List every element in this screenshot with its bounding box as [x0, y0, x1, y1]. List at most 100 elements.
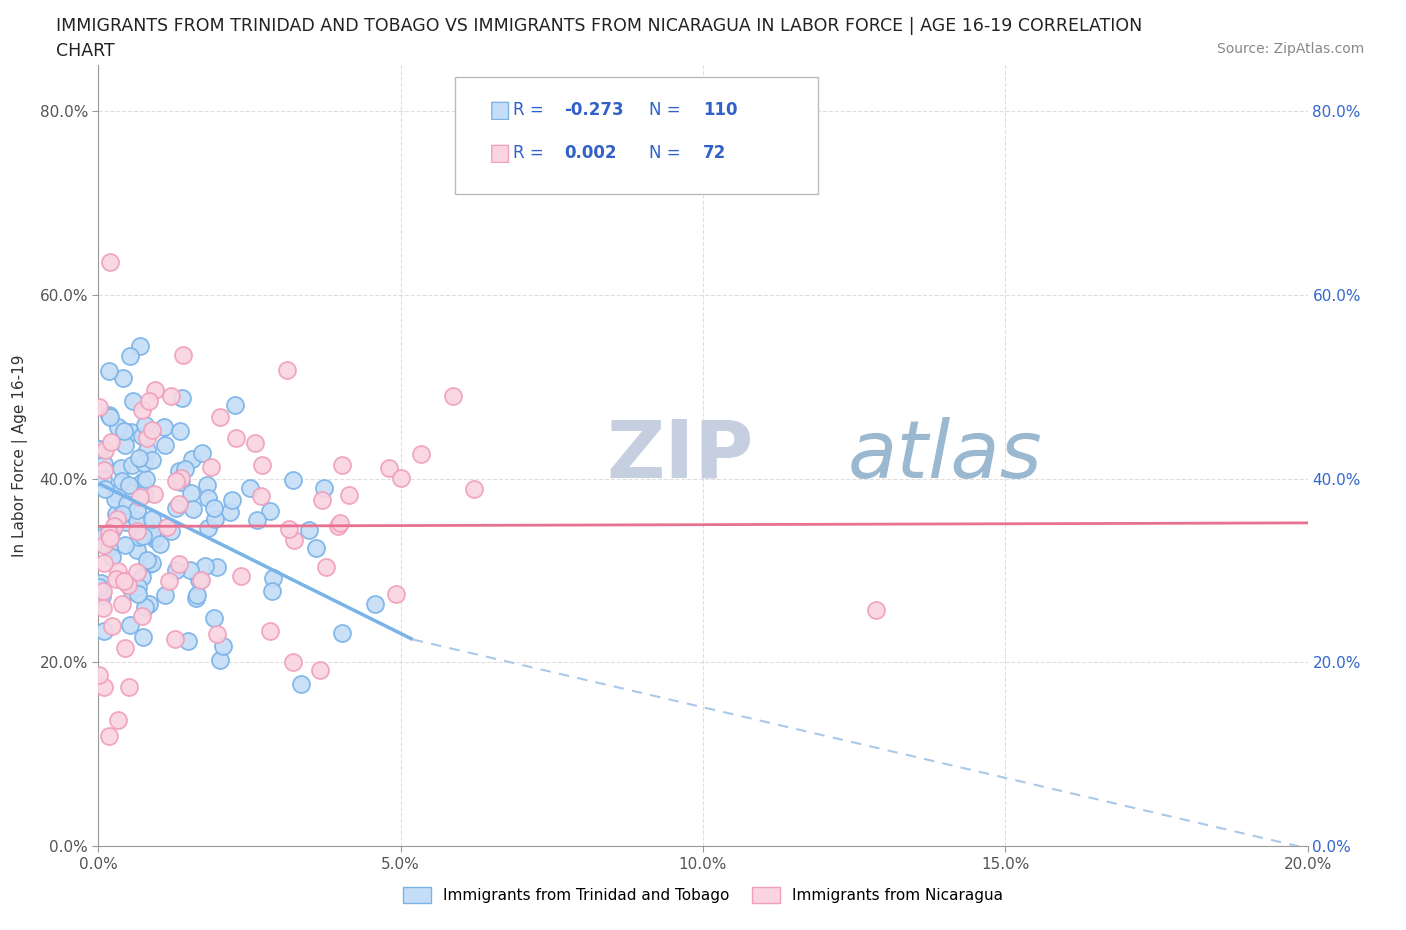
- Point: [107, 712, 129, 727]
- Point: [125, 524, 148, 538]
- Text: 0.002: 0.002: [564, 144, 616, 163]
- Point: [118, 477, 141, 492]
- Point: [172, 348, 194, 363]
- Point: [115, 497, 138, 512]
- Text: N =: N =: [648, 101, 686, 119]
- Point: [262, 583, 284, 598]
- Point: [128, 450, 150, 465]
- Point: [93, 680, 115, 695]
- Point: [212, 638, 235, 653]
- Point: [298, 523, 321, 538]
- Point: [153, 588, 176, 603]
- Point: [112, 573, 135, 588]
- Point: [143, 532, 166, 547]
- Point: [107, 564, 129, 578]
- Point: [188, 572, 211, 587]
- Point: [93, 624, 115, 639]
- Point: [125, 542, 148, 557]
- Point: [118, 618, 141, 632]
- Text: N =: N =: [648, 144, 686, 163]
- Point: [385, 586, 408, 601]
- Point: [167, 463, 190, 478]
- Point: [100, 434, 122, 449]
- Point: [132, 630, 155, 644]
- Point: [111, 473, 134, 488]
- Point: [141, 423, 163, 438]
- Point: [128, 489, 150, 504]
- Point: [117, 578, 139, 592]
- Point: [114, 538, 136, 552]
- Point: [138, 393, 160, 408]
- Point: [98, 729, 121, 744]
- Point: [156, 520, 179, 535]
- Point: [93, 457, 115, 472]
- Point: [231, 569, 253, 584]
- Point: [195, 478, 218, 493]
- Point: [197, 521, 219, 536]
- Point: [89, 668, 111, 683]
- Point: [378, 460, 401, 475]
- Point: [337, 488, 360, 503]
- Point: [114, 641, 136, 656]
- FancyBboxPatch shape: [456, 77, 818, 194]
- Point: [91, 584, 114, 599]
- Point: [98, 254, 121, 269]
- Point: [131, 403, 153, 418]
- Point: [194, 559, 217, 574]
- Point: [104, 506, 127, 521]
- Point: [87, 399, 110, 414]
- Point: [246, 512, 269, 527]
- Point: [865, 603, 887, 618]
- Point: [197, 490, 219, 505]
- Text: -0.273: -0.273: [564, 101, 624, 119]
- Point: [129, 339, 152, 353]
- Point: [441, 388, 464, 403]
- Point: [205, 559, 228, 574]
- Point: [89, 442, 111, 457]
- Text: ■: ■: [489, 141, 512, 166]
- Point: [97, 364, 120, 379]
- Point: [134, 472, 156, 486]
- Point: [134, 418, 156, 432]
- Point: [136, 443, 159, 458]
- Point: [250, 488, 273, 503]
- Point: [90, 576, 112, 591]
- Text: □: □: [489, 99, 512, 123]
- Point: [105, 571, 128, 586]
- Point: [259, 504, 281, 519]
- Point: [131, 608, 153, 623]
- Point: [94, 482, 117, 497]
- Point: [127, 502, 149, 517]
- Point: [131, 474, 153, 489]
- Y-axis label: In Labor Force | Age 16-19: In Labor Force | Age 16-19: [13, 354, 28, 557]
- Point: [180, 485, 202, 500]
- Point: [179, 563, 201, 578]
- Point: [191, 445, 214, 460]
- Point: [135, 431, 157, 445]
- Point: [111, 506, 134, 521]
- Point: [145, 529, 167, 544]
- Point: [138, 557, 160, 572]
- Point: [283, 533, 305, 548]
- Point: [131, 569, 153, 584]
- Text: IMMIGRANTS FROM TRINIDAD AND TOBAGO VS IMMIGRANTS FROM NICARAGUA IN LABOR FORCE : IMMIGRANTS FROM TRINIDAD AND TOBAGO VS I…: [56, 17, 1143, 34]
- Point: [169, 497, 191, 512]
- Point: [98, 531, 121, 546]
- Point: [170, 474, 193, 489]
- Point: [93, 462, 115, 477]
- Point: [105, 512, 128, 526]
- Point: [330, 626, 353, 641]
- Point: [308, 662, 330, 677]
- Legend: Immigrants from Trinidad and Tobago, Immigrants from Nicaragua: Immigrants from Trinidad and Tobago, Imm…: [396, 881, 1010, 909]
- Point: [221, 492, 243, 507]
- Point: [219, 505, 242, 520]
- Point: [290, 676, 312, 691]
- Point: [134, 599, 156, 614]
- Point: [364, 597, 387, 612]
- Point: [142, 486, 165, 501]
- Point: [93, 556, 115, 571]
- Point: [110, 461, 132, 476]
- Point: [329, 515, 352, 530]
- Point: [186, 587, 208, 602]
- Point: [177, 634, 200, 649]
